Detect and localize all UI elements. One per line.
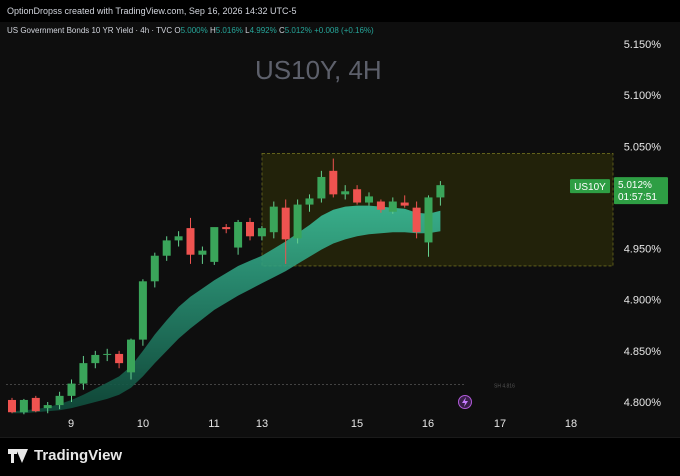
top-bar: OptionDropss created with TradingView.co… xyxy=(0,0,680,22)
low-label: L xyxy=(245,26,250,35)
bottom-bar xyxy=(0,437,680,476)
close-label: C xyxy=(278,26,285,35)
close-value: 5.012% xyxy=(284,26,312,35)
credit-text: OptionDropss created with TradingView.co… xyxy=(7,6,297,16)
open-value: 5.000% xyxy=(180,26,208,35)
symbol-legend: US Government Bonds 10 YR Yield · 4h · T… xyxy=(7,26,374,35)
change-value: +0.008 (+0.16%) xyxy=(314,26,374,35)
open-label: O xyxy=(174,26,181,35)
tradingview-logo[interactable]: TradingView xyxy=(8,447,122,464)
low-value: 4.992% xyxy=(249,26,277,35)
tradingview-brand-text: TradingView xyxy=(34,447,123,464)
high-label: H xyxy=(209,26,216,35)
symbol-name: US Government Bonds 10 YR Yield · 4h · T… xyxy=(7,26,173,35)
tradingview-logo-icon xyxy=(8,448,28,463)
symbol-watermark: US10Y, 4H xyxy=(255,55,382,85)
high-value: 5.016% xyxy=(215,26,243,35)
